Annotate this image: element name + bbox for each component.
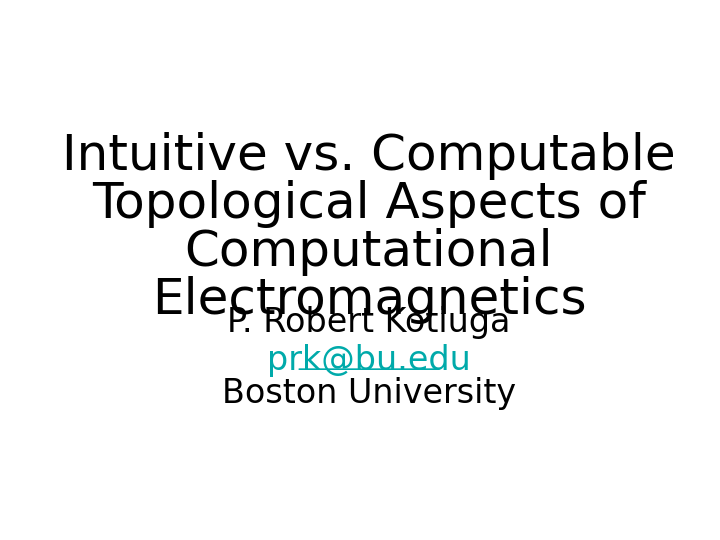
- Text: Topological Aspects of: Topological Aspects of: [92, 180, 646, 228]
- Text: prk@bu.edu: prk@bu.edu: [267, 343, 471, 376]
- Text: Intuitive vs. Computable: Intuitive vs. Computable: [62, 132, 676, 180]
- Text: Boston University: Boston University: [222, 377, 516, 410]
- Text: Electromagnetics: Electromagnetics: [152, 276, 586, 323]
- Text: Computational: Computational: [185, 228, 553, 276]
- Text: P. Robert Kotiuga: P. Robert Kotiuga: [228, 306, 510, 339]
